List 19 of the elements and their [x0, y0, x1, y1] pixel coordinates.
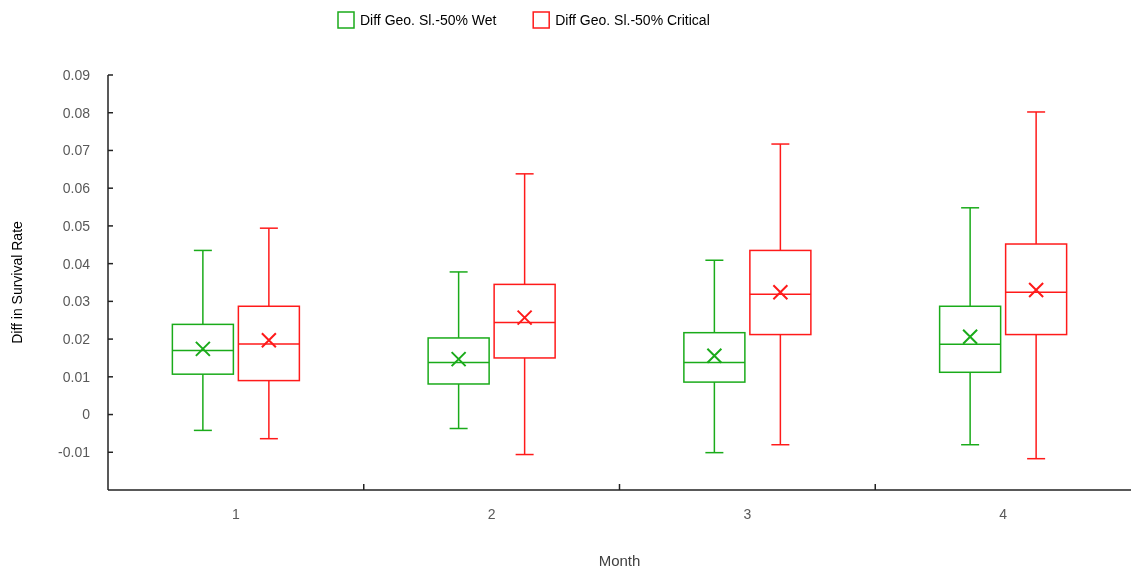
y-tick-label: 0.01	[62, 368, 91, 385]
x-tick-label: 4	[999, 505, 1008, 522]
y-tick-label: 0.06	[62, 180, 91, 197]
y-tick-label: 0.03	[62, 293, 91, 310]
y-axis-title: Diff in Survival Rate	[9, 220, 25, 344]
y-tick-label: 0	[82, 406, 91, 423]
x-tick-label: 2	[487, 505, 496, 522]
x-tick-label: 3	[743, 505, 752, 522]
x-tick-label: 1	[231, 505, 240, 522]
y-tick-label: 0.05	[62, 217, 91, 234]
legend-label: Diff Geo. Sl.-50% Wet	[360, 11, 497, 28]
y-tick-label: 0.02	[62, 330, 91, 347]
y-tick-label: 0.04	[62, 255, 91, 272]
legend-label: Diff Geo. Sl.-50% Critical	[555, 11, 710, 28]
y-tick-label: 0.08	[62, 104, 91, 121]
y-tick-label: 0.07	[62, 142, 91, 159]
x-axis-title: Month	[598, 552, 641, 569]
y-tick-label: 0.09	[62, 66, 91, 83]
y-tick-label: -0.01	[58, 444, 91, 461]
